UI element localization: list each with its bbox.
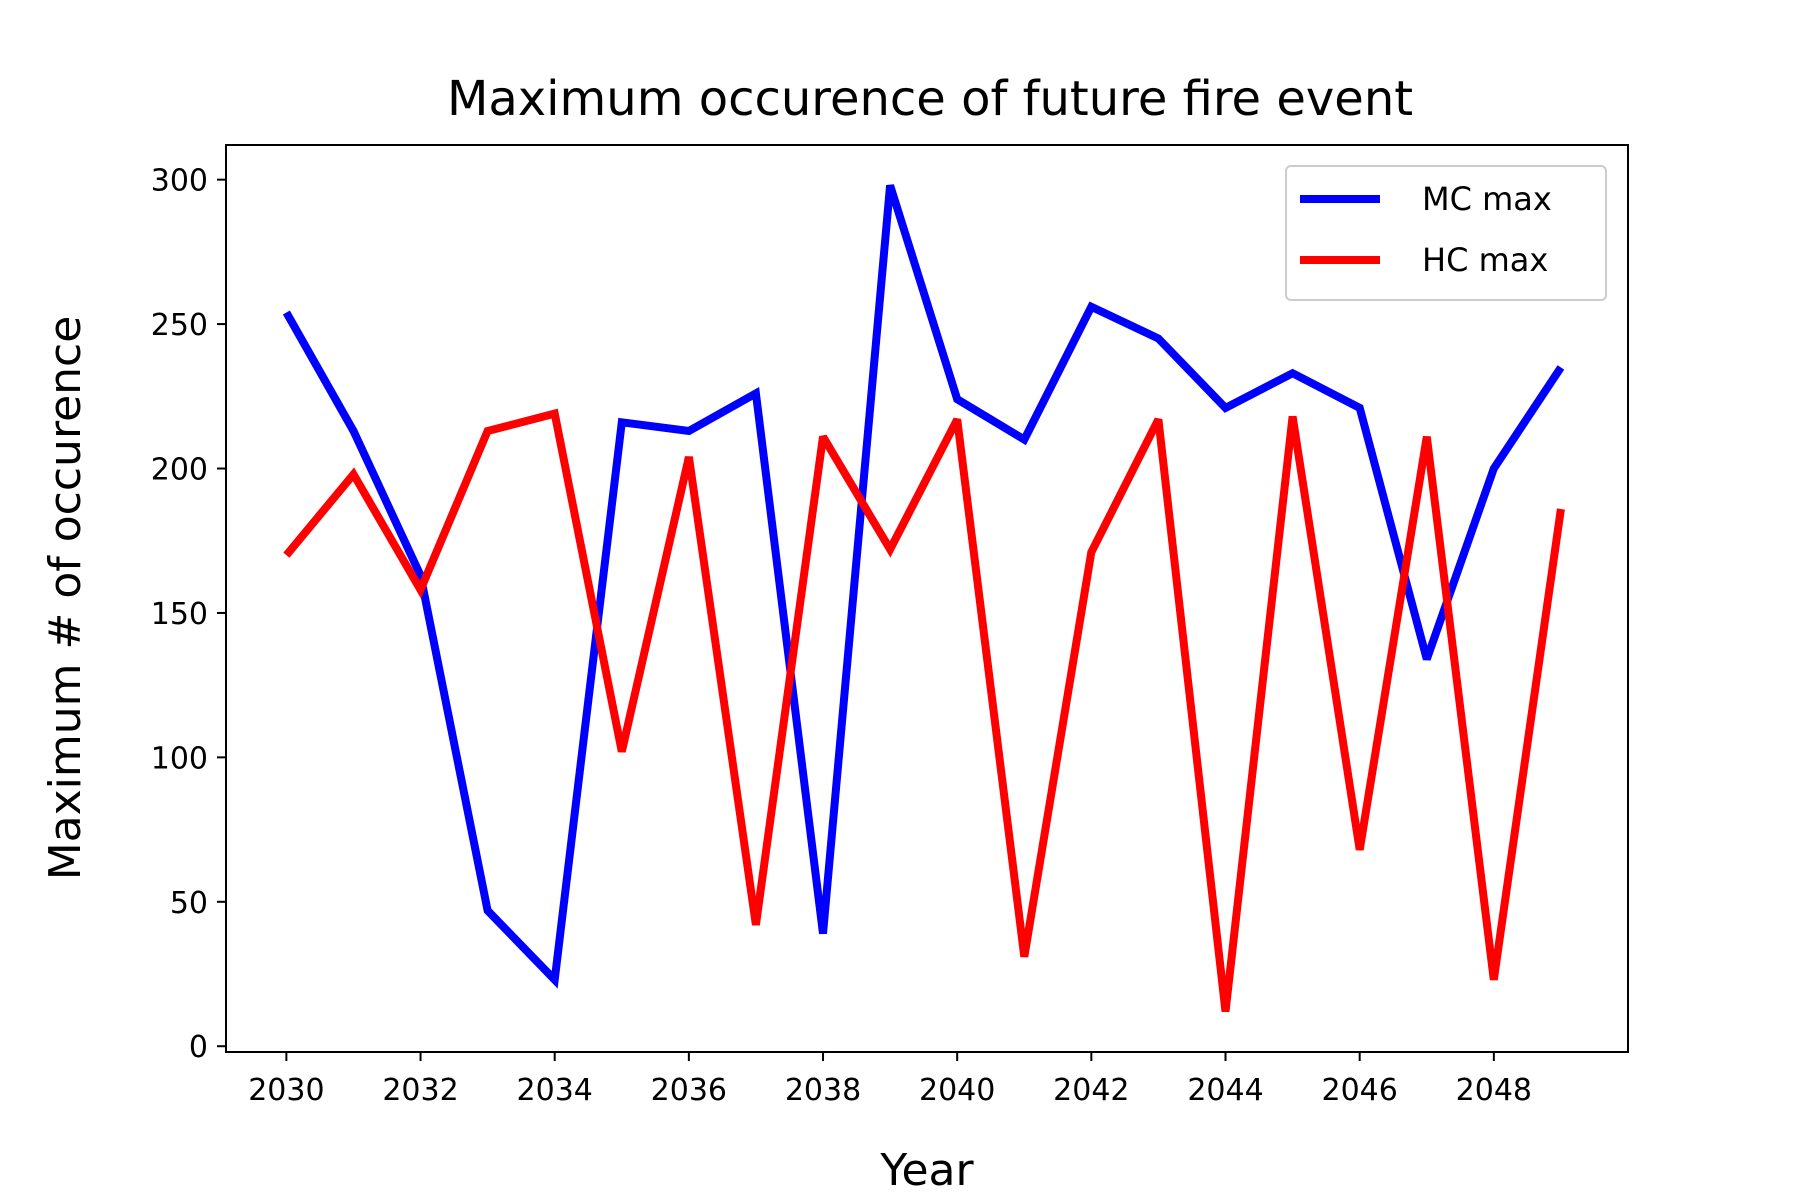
y-axis-label: Maximum # of occurence	[40, 316, 91, 881]
chart-title: Maximum occurence of future fire event	[447, 71, 1413, 127]
legend: MC max HC max	[1285, 165, 1607, 301]
x-tick-label: 2036	[651, 1073, 727, 1108]
x-tick-label: 2034	[517, 1073, 593, 1108]
x-tick-label: 2040	[919, 1073, 995, 1108]
y-tick-label: 50	[170, 886, 208, 921]
y-tick-label: 0	[189, 1030, 208, 1065]
x-tick-label: 2038	[785, 1073, 861, 1108]
y-tick-label: 200	[151, 453, 208, 488]
x-tick-label: 2030	[248, 1073, 324, 1108]
legend-label: HC max	[1422, 241, 1548, 279]
x-tick-label: 2048	[1456, 1073, 1532, 1108]
x-tick-label: 2046	[1321, 1073, 1397, 1108]
x-tick-label: 2044	[1187, 1073, 1263, 1108]
y-tick-label: 100	[151, 741, 208, 776]
y-tick-label: 150	[151, 597, 208, 632]
y-tick-label: 300	[151, 164, 208, 199]
series-line-hc-max	[283, 408, 1565, 1013]
legend-label: MC max	[1422, 180, 1552, 218]
plot-area-frame	[225, 144, 1629, 1053]
x-tick-label: 2042	[1053, 1073, 1129, 1108]
y-tick-label: 250	[151, 308, 208, 343]
x-tick-label: 2032	[382, 1073, 458, 1108]
x-axis-label: Year	[879, 1145, 974, 1196]
series-line-mc-max	[282, 184, 1565, 989]
